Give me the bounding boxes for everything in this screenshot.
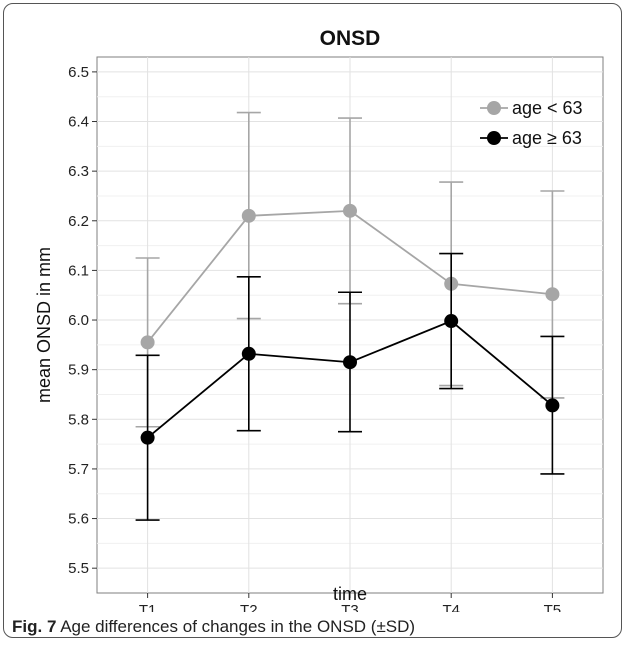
caption-text: Age differences of changes in the ONSD (… [56, 617, 416, 636]
chart-title: ONSD [320, 27, 381, 50]
x-tick-label: T1 [139, 602, 157, 612]
data-point [343, 355, 357, 370]
legend-label: age ≥ 63 [512, 128, 582, 148]
figure-caption: Fig. 7 Age differences of changes in the… [12, 617, 415, 637]
y-tick-label: 6.0 [68, 312, 89, 329]
y-tick-label: 6.1 [68, 262, 89, 279]
y-axis-label: mean ONSD in mm [34, 247, 54, 403]
x-tick-label: T3 [341, 602, 359, 612]
data-point [343, 203, 357, 218]
y-tick-label: 5.7 [68, 461, 89, 478]
series-1 [135, 252, 565, 521]
x-tick-label: T5 [544, 602, 562, 612]
data-point [140, 430, 155, 445]
data-point [545, 287, 560, 302]
x-tick-label: T2 [240, 602, 258, 612]
legend: age < 63 age ≥ 63 [480, 98, 583, 148]
y-tick-label: 5.5 [68, 560, 89, 577]
y-tick-label: 6.4 [68, 114, 89, 131]
y-tick-label: 5.9 [68, 362, 89, 379]
legend-key-point [487, 131, 501, 145]
legend-key-point [487, 101, 501, 115]
y-tick-label: 5.6 [68, 511, 89, 528]
data-point [241, 346, 256, 361]
y-tick-label: 6.5 [68, 64, 89, 81]
y-tick-label: 6.2 [68, 213, 89, 230]
caption-label: Fig. 7 [12, 617, 57, 636]
x-tick-label: T4 [442, 602, 460, 612]
figure-frame [3, 3, 622, 638]
data-point [444, 314, 459, 329]
y-tick-label: 6.3 [68, 163, 89, 180]
data-point [545, 398, 560, 413]
y-tick-label: 5.8 [68, 411, 89, 428]
chart: 5.5 5.6 5.7 5.8 5.9 6.0 6.1 6.2 6.3 6.4 6.5 T1 T2 T3 T… [34, 27, 604, 612]
data-point [241, 208, 256, 223]
data-point [140, 335, 155, 350]
legend-label: age < 63 [512, 98, 583, 118]
x-axis-label: time [333, 584, 367, 604]
